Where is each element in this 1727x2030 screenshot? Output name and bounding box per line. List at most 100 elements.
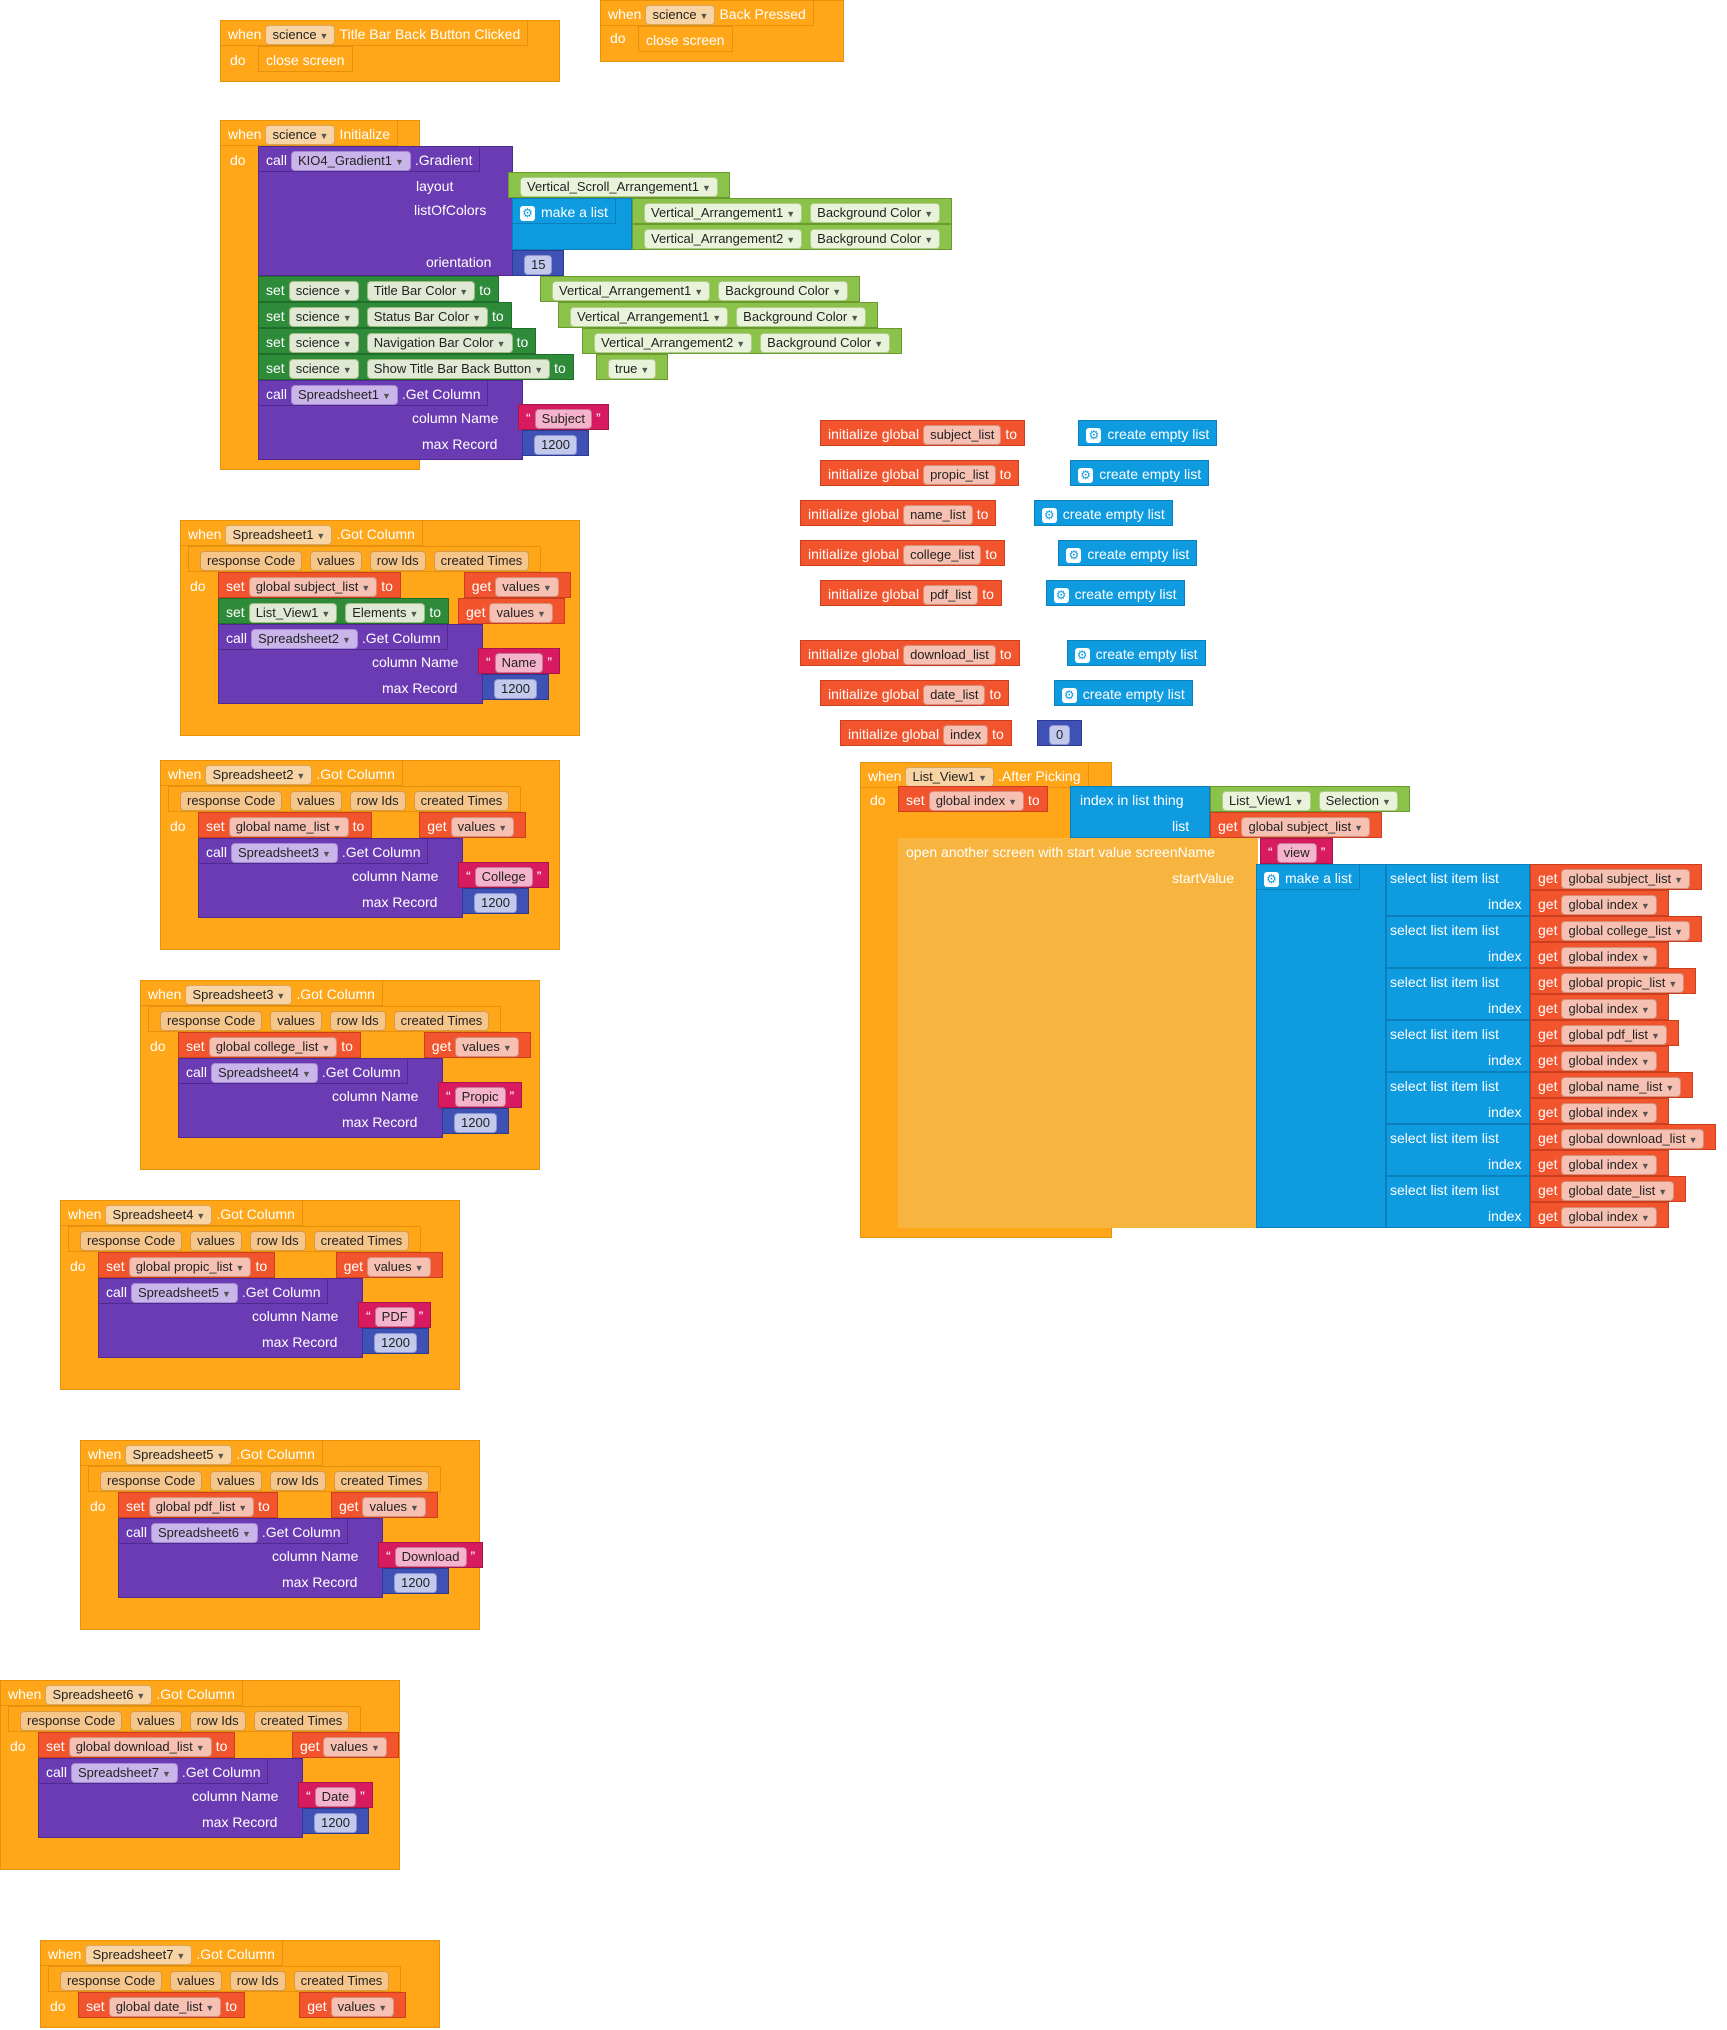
dropdown-field[interactable]: values ▼ [489,603,553,623]
dropdown-field[interactable]: global index ▼ [1561,1207,1657,1227]
dropdown-field[interactable]: values [170,1971,222,1991]
create-empty-list-block[interactable]: ⚙ create empty list [1053,680,1193,706]
component-dropdown[interactable]: KIO4_Gradient1 ▼ [291,151,411,171]
dropdown-field[interactable]: response Code [20,1711,123,1731]
dropdown-field[interactable]: response Code [100,1471,203,1491]
dropdown-field[interactable]: List_View1 ▼ [905,767,995,787]
select-list-item-block[interactable] [1386,1072,1530,1124]
dropdown-field[interactable]: values ▼ [455,1037,519,1057]
number-field[interactable]: 1200 [374,1333,417,1353]
dropdown-field[interactable]: Vertical_Arrangement2 ▼ [644,229,803,249]
open-screen-block[interactable] [898,838,1258,1228]
dropdown-field[interactable]: Spreadsheet1 ▼ [225,525,333,545]
dropdown-field[interactable]: values [290,791,342,811]
component-dropdown[interactable]: science ▼ [265,125,336,145]
dropdown-field[interactable]: global name_list ▼ [1561,1077,1682,1097]
dropdown-field[interactable]: response Code [200,551,303,571]
dropdown-field[interactable]: row Ids [189,1711,246,1731]
text-field[interactable]: Propic [454,1087,506,1107]
dropdown-field[interactable]: global college_list ▼ [1561,921,1691,941]
dropdown-field[interactable]: Vertical_Arrangement1 ▼ [644,203,803,223]
dropdown-field[interactable]: Background Color ▼ [810,203,941,223]
dropdown-field[interactable]: global index ▼ [1561,947,1657,967]
text-field[interactable]: Name [494,653,544,673]
dropdown-field[interactable]: Spreadsheet2 ▼ [251,629,358,649]
create-empty-list-block[interactable]: ⚙ create empty list [1058,540,1198,566]
dropdown-field[interactable]: global index ▼ [1561,999,1657,1019]
dropdown-field[interactable]: Spreadsheet3 ▼ [185,985,293,1005]
dropdown-field[interactable]: row Ids [369,551,426,571]
create-empty-list-block[interactable]: ⚙ create empty list [1066,640,1206,666]
dropdown-field[interactable]: Vertical_Arrangement1 ▼ [552,281,711,301]
dropdown-field[interactable]: values ▼ [450,817,515,837]
component-dropdown[interactable]: Vertical_Scroll_Arrangement1 ▼ [520,177,718,197]
number-field[interactable]: 1200 [314,1813,357,1833]
text-field[interactable]: PDF [374,1307,415,1327]
dropdown-field[interactable]: global pdf_list ▼ [1561,1025,1667,1045]
dropdown-field[interactable]: science ▼ [288,333,359,353]
dropdown-field[interactable]: Status Bar Color ▼ [366,307,488,327]
make-list-block[interactable] [1256,864,1386,1228]
dropdown-field[interactable]: created Times [293,1971,390,1991]
dropdown-field[interactable]: Spreadsheet3 ▼ [231,843,338,863]
select-list-item-block[interactable] [1386,916,1530,968]
dropdown-field[interactable]: global download_list ▼ [68,1737,212,1757]
variable-name-field[interactable]: pdf_list [923,585,979,605]
index-in-list-block[interactable] [1070,786,1210,838]
dropdown-field[interactable]: Title Bar Color ▼ [366,281,476,301]
dropdown-field[interactable]: Background Color ▼ [736,307,867,327]
dropdown-field[interactable]: values [270,1011,322,1031]
variable-name-field[interactable]: index [943,725,989,745]
variable-name-field[interactable]: college_list [903,545,982,565]
dropdown-field[interactable]: Vertical_Arrangement1 ▼ [570,307,729,327]
dropdown-field[interactable]: Background Color ▼ [810,229,941,249]
dropdown-field[interactable]: Spreadsheet4 ▼ [211,1063,318,1083]
select-list-item-block[interactable] [1386,864,1530,916]
text-field[interactable]: Download [394,1547,467,1567]
number-field[interactable]: 1200 [474,893,517,913]
dropdown-field[interactable]: values [190,1231,242,1251]
dropdown-field[interactable]: Spreadsheet1 ▼ [291,385,398,405]
variable-name-field[interactable]: name_list [903,505,973,525]
dropdown-field[interactable]: global name_list ▼ [228,817,349,837]
dropdown-field[interactable]: values [130,1711,182,1731]
dropdown-field[interactable]: values ▼ [495,577,559,597]
dropdown-field[interactable]: created Times [393,1011,490,1031]
select-list-item-block[interactable] [1386,1124,1530,1176]
dropdown-field[interactable]: row Ids [349,791,406,811]
dropdown-field[interactable]: Spreadsheet7 ▼ [85,1945,193,1965]
number-field[interactable]: 1200 [394,1573,437,1593]
dropdown-field[interactable]: Spreadsheet6 ▼ [45,1685,153,1705]
dropdown-field[interactable]: Elements ▼ [345,603,426,623]
dropdown-field[interactable]: global college_list ▼ [208,1037,338,1057]
number-field[interactable]: 0 [1049,725,1071,745]
dropdown-field[interactable]: List_View1 ▼ [248,603,338,623]
dropdown-field[interactable]: global index ▼ [1561,1155,1657,1175]
variable-name-field[interactable]: subject_list [923,425,1002,445]
number-field[interactable]: 1200 [494,679,537,699]
dropdown-field[interactable]: global date_list ▼ [108,1997,222,2017]
dropdown-field[interactable]: global subject_list ▼ [248,577,378,597]
dropdown-field[interactable]: global propic_list ▼ [1561,973,1685,993]
select-list-item-block[interactable] [1386,1176,1530,1228]
dropdown-field[interactable]: global index ▼ [1561,895,1657,915]
dropdown-field[interactable]: global index ▼ [1561,1051,1657,1071]
create-empty-list-block[interactable]: ⚙ create empty list [1033,500,1173,526]
dropdown-field[interactable]: Spreadsheet2 ▼ [205,765,313,785]
dropdown-field[interactable]: Selection ▼ [1318,791,1398,811]
select-list-item-block[interactable] [1386,1020,1530,1072]
number-field[interactable]: 1200 [534,435,577,455]
create-empty-list-block[interactable]: ⚙ create empty list [1045,580,1185,606]
dropdown-field[interactable]: response Code [80,1231,183,1251]
dropdown-field[interactable]: Spreadsheet7 ▼ [71,1763,178,1783]
dropdown-field[interactable]: created Times [313,1231,410,1251]
dropdown-field[interactable]: created Times [333,1471,430,1491]
select-list-item-block[interactable] [1386,968,1530,1020]
text-field[interactable]: Subject [534,409,593,429]
dropdown-field[interactable]: created Times [413,791,510,811]
dropdown-field[interactable]: science ▼ [288,307,359,327]
dropdown-field[interactable]: created Times [253,1711,350,1731]
dropdown-field[interactable]: values [310,551,362,571]
dropdown-field[interactable]: response Code [160,1011,263,1031]
number-field[interactable]: 1200 [454,1113,497,1133]
